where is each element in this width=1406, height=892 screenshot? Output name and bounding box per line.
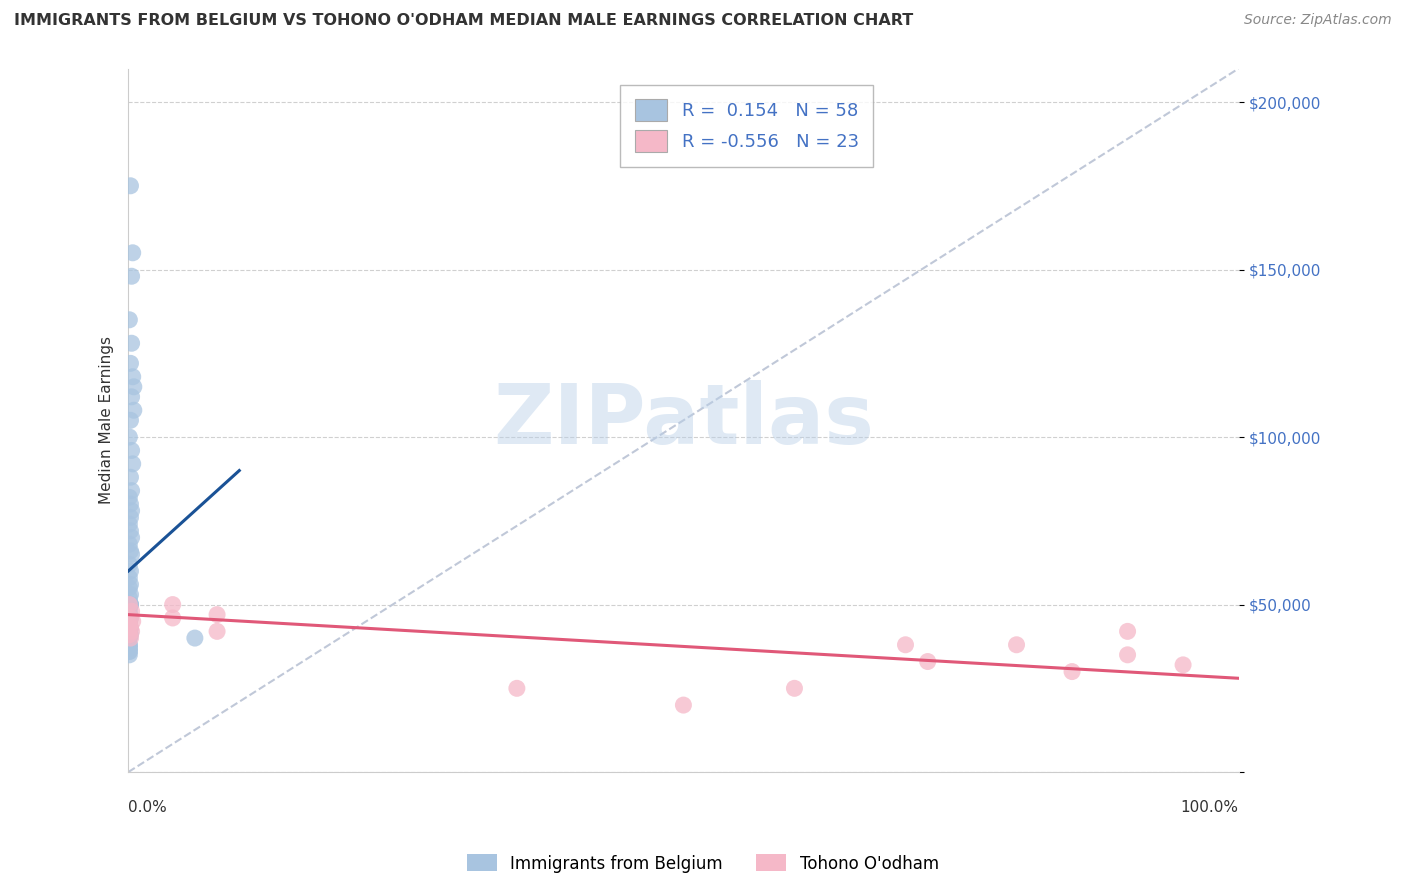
Point <box>120 621 142 635</box>
Point <box>1116 648 1139 662</box>
Point <box>121 547 143 561</box>
Point <box>121 615 143 629</box>
Point <box>118 628 141 642</box>
Point <box>118 617 141 632</box>
Point <box>118 598 141 612</box>
Point <box>118 615 141 629</box>
Point <box>118 638 141 652</box>
Point <box>120 577 142 591</box>
Point <box>118 581 141 595</box>
Point <box>205 624 228 639</box>
Point <box>120 356 142 370</box>
Point <box>917 655 939 669</box>
Point <box>121 336 143 351</box>
Point <box>120 178 142 193</box>
Point <box>118 607 141 622</box>
Point <box>162 598 184 612</box>
Point <box>162 611 184 625</box>
Point <box>506 681 529 696</box>
Point <box>121 457 143 471</box>
Point <box>121 369 143 384</box>
Point <box>783 681 806 696</box>
Point <box>120 544 142 558</box>
Point <box>1005 638 1028 652</box>
Text: IMMIGRANTS FROM BELGIUM VS TOHONO O'ODHAM MEDIAN MALE EARNINGS CORRELATION CHART: IMMIGRANTS FROM BELGIUM VS TOHONO O'ODHA… <box>14 13 914 29</box>
Point <box>120 598 142 612</box>
Point <box>118 591 141 605</box>
Y-axis label: Median Male Earnings: Median Male Earnings <box>100 336 114 504</box>
Point <box>184 631 207 645</box>
Point <box>120 628 142 642</box>
Point <box>122 380 145 394</box>
Text: 0.0%: 0.0% <box>128 800 167 815</box>
Point <box>122 403 145 417</box>
Point <box>118 631 141 645</box>
Point <box>118 641 141 656</box>
Point <box>1116 624 1139 639</box>
Point <box>120 598 142 612</box>
Text: 100.0%: 100.0% <box>1181 800 1239 815</box>
Text: Source: ZipAtlas.com: Source: ZipAtlas.com <box>1244 13 1392 28</box>
Point <box>120 510 142 524</box>
Legend: R =  0.154   N = 58, R = -0.556   N = 23: R = 0.154 N = 58, R = -0.556 N = 23 <box>620 85 873 167</box>
Point <box>118 598 141 612</box>
Point <box>121 531 143 545</box>
Point <box>120 524 142 538</box>
Point <box>118 648 141 662</box>
Point <box>121 483 143 498</box>
Point <box>120 564 142 578</box>
Point <box>120 611 142 625</box>
Point <box>118 624 141 639</box>
Point <box>121 443 143 458</box>
Point <box>118 313 141 327</box>
Point <box>118 644 141 658</box>
Point <box>121 390 143 404</box>
Point <box>118 598 141 612</box>
Point <box>118 598 141 612</box>
Point <box>120 413 142 427</box>
Point <box>118 604 141 618</box>
Point <box>121 624 143 639</box>
Point <box>120 611 142 625</box>
Point <box>118 641 141 656</box>
Point <box>118 430 141 444</box>
Point <box>118 491 141 505</box>
Point <box>205 607 228 622</box>
Point <box>1060 665 1083 679</box>
Point <box>120 470 142 484</box>
Point <box>1171 657 1194 672</box>
Point <box>120 598 142 612</box>
Point <box>894 638 917 652</box>
Point <box>118 598 141 612</box>
Point <box>118 571 141 585</box>
Point <box>121 245 143 260</box>
Point <box>121 504 143 518</box>
Point <box>120 497 142 511</box>
Point <box>121 269 143 284</box>
Point <box>118 638 141 652</box>
Point <box>120 621 142 635</box>
Point <box>118 644 141 658</box>
Legend: Immigrants from Belgium, Tohono O'odham: Immigrants from Belgium, Tohono O'odham <box>460 847 946 880</box>
Point <box>672 698 695 712</box>
Point <box>120 588 142 602</box>
Point <box>118 537 141 551</box>
Point <box>118 517 141 532</box>
Point <box>118 624 141 639</box>
Point <box>118 558 141 572</box>
Point <box>120 631 142 645</box>
Point <box>121 604 143 618</box>
Text: ZIPatlas: ZIPatlas <box>494 380 875 461</box>
Point <box>118 617 141 632</box>
